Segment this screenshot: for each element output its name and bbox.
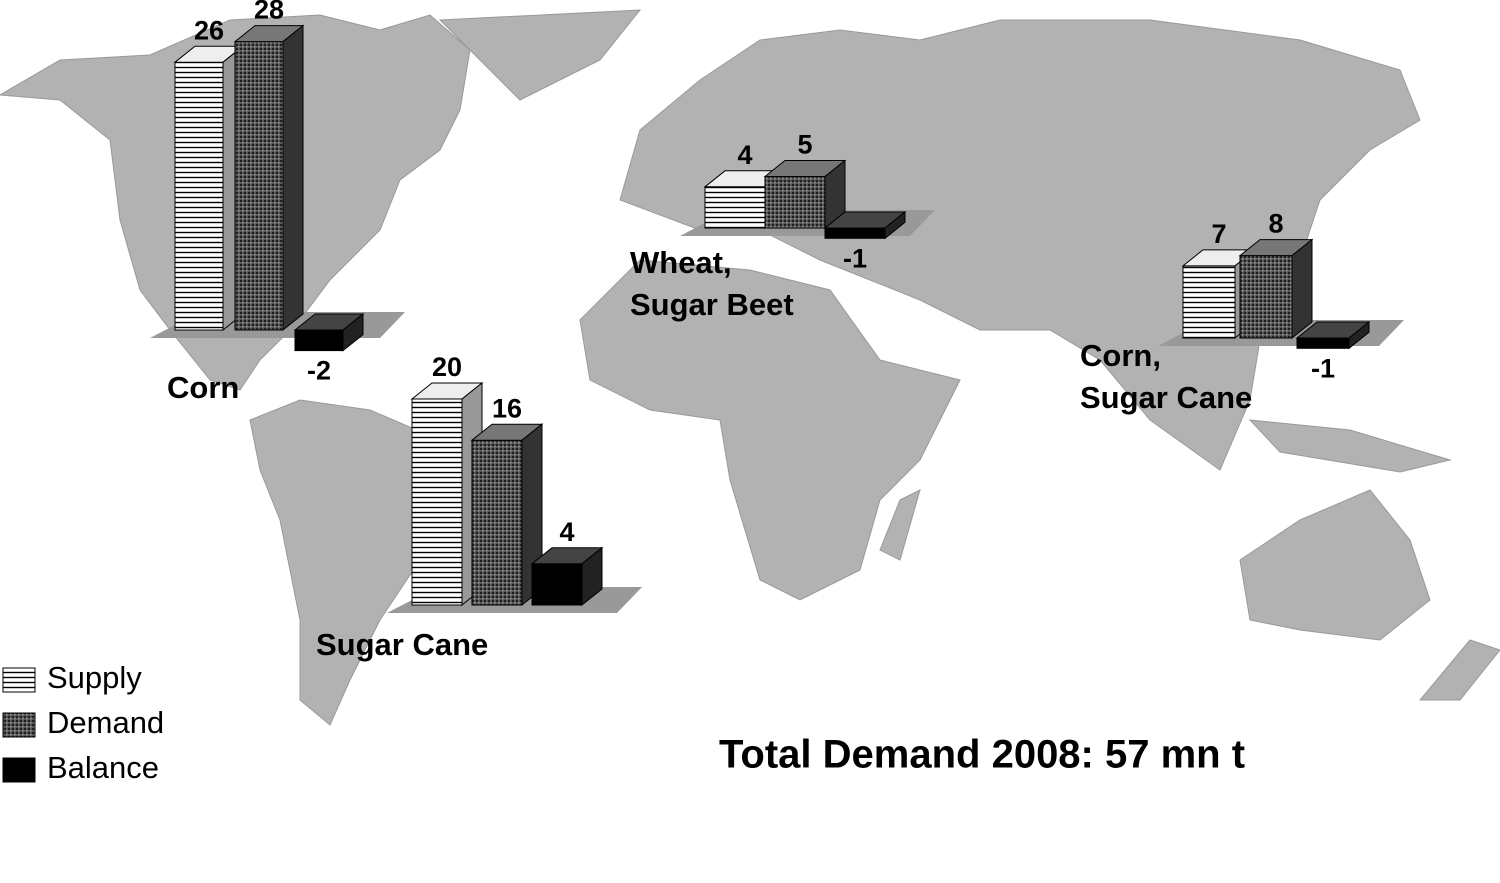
bar-3d (530, 546, 604, 607)
greenland (438, 9, 642, 101)
new-zealand (1418, 639, 1500, 701)
legend-swatch (2, 667, 36, 693)
bar-front (1296, 337, 1350, 349)
bar-3d (1295, 320, 1371, 350)
bar-front (1182, 265, 1236, 339)
region-label: Corn, (1080, 338, 1161, 373)
africa (579, 259, 961, 601)
legend-swatch (2, 712, 36, 738)
value-label: 26 (194, 15, 224, 45)
legend-swatch (2, 757, 36, 783)
bar-side (1291, 238, 1313, 340)
value-label: -1 (1311, 353, 1335, 383)
bar-3d (763, 159, 847, 230)
bar-front (531, 563, 583, 606)
value-label: 7 (1211, 219, 1226, 249)
region-label: Wheat, (630, 245, 732, 280)
region-label: Sugar Cane (316, 627, 488, 662)
bar-front (471, 439, 523, 606)
value-label: 5 (797, 130, 812, 160)
value-label: 8 (1268, 209, 1283, 239)
bar-side (282, 24, 304, 332)
world-map (0, 9, 1500, 726)
region-label: Sugar Cane (1080, 380, 1252, 415)
bar-front (824, 227, 886, 239)
value-label: 4 (559, 517, 574, 547)
indonesia (1248, 419, 1452, 473)
bar-front (704, 186, 766, 229)
legend-label: Demand (47, 705, 164, 740)
bar-front (294, 329, 344, 352)
value-label: 28 (254, 0, 284, 25)
bar-3d (1238, 238, 1314, 340)
region-charts: 26 28 -2 Corn 20 16 4 Sugar Cane 4 5 -1 Wheat, Sugar… (150, 0, 1404, 662)
bar-front (1239, 255, 1293, 339)
legend-label: Supply (47, 660, 142, 695)
bar-front (764, 176, 826, 229)
bar-front (234, 41, 284, 331)
australia (1239, 489, 1431, 641)
value-label: 4 (737, 140, 752, 170)
value-label: -1 (843, 243, 867, 273)
bar-3d (293, 312, 365, 352)
bar-side (1348, 320, 1370, 350)
bar-front (411, 398, 463, 606)
region-label: Corn (167, 370, 239, 405)
value-label: 16 (492, 393, 522, 423)
south-america (249, 399, 451, 726)
bar-front (174, 61, 224, 331)
bar-side (884, 210, 906, 240)
legend-label: Balance (47, 750, 159, 785)
bar-3d (823, 210, 907, 240)
bar-side (581, 546, 603, 607)
bar-side (342, 312, 364, 352)
value-label: 20 (432, 352, 462, 382)
bar-3d (173, 45, 245, 332)
madagascar (879, 489, 921, 561)
legend: Supply Demand Balance (2, 660, 164, 785)
value-label: -2 (307, 356, 331, 386)
total-label: Total Demand 2008: 57 mn t (719, 733, 1245, 777)
region-label: Sugar Beet (630, 287, 794, 322)
bar-3d (233, 24, 305, 332)
